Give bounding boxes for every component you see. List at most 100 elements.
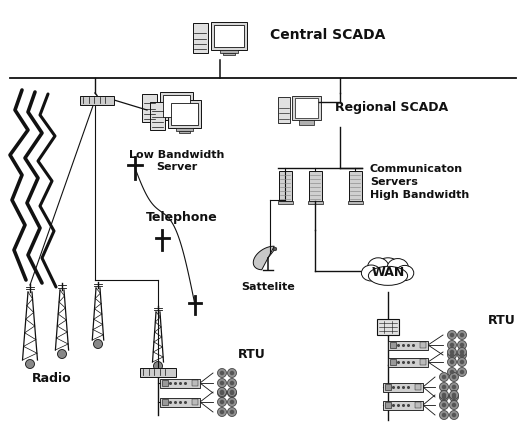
Bar — [309, 171, 321, 201]
Circle shape — [458, 341, 467, 349]
Circle shape — [220, 391, 224, 395]
Circle shape — [94, 339, 103, 349]
Bar — [176, 128, 193, 131]
Circle shape — [217, 378, 227, 388]
Bar — [142, 94, 157, 122]
Text: RTU: RTU — [488, 313, 516, 326]
Circle shape — [440, 401, 449, 410]
Text: RTU: RTU — [238, 349, 266, 362]
Bar — [170, 123, 183, 125]
Circle shape — [273, 247, 277, 251]
Bar — [163, 95, 190, 117]
Bar — [292, 96, 321, 120]
Circle shape — [440, 382, 449, 391]
Ellipse shape — [361, 265, 381, 281]
Circle shape — [450, 382, 459, 391]
Circle shape — [458, 358, 467, 366]
Circle shape — [458, 368, 467, 377]
Circle shape — [220, 371, 224, 375]
Circle shape — [452, 375, 456, 379]
Bar — [161, 380, 167, 386]
Text: Sattelite: Sattelite — [241, 282, 295, 292]
Circle shape — [228, 388, 237, 397]
Ellipse shape — [368, 266, 408, 285]
Bar — [389, 342, 396, 348]
Circle shape — [452, 385, 456, 389]
Ellipse shape — [363, 263, 413, 286]
Circle shape — [230, 381, 234, 385]
Circle shape — [448, 341, 457, 349]
Circle shape — [448, 348, 457, 356]
Circle shape — [442, 403, 446, 407]
Circle shape — [217, 368, 227, 378]
Circle shape — [452, 413, 456, 417]
Circle shape — [440, 391, 449, 400]
Circle shape — [228, 378, 237, 388]
Polygon shape — [254, 246, 274, 270]
Ellipse shape — [387, 259, 409, 277]
Circle shape — [154, 362, 163, 371]
Circle shape — [220, 381, 224, 385]
Circle shape — [230, 400, 234, 404]
Bar — [385, 402, 390, 408]
Circle shape — [450, 392, 459, 401]
Circle shape — [460, 370, 464, 374]
Circle shape — [220, 390, 224, 394]
Bar — [160, 378, 200, 388]
Ellipse shape — [396, 266, 414, 281]
Circle shape — [228, 388, 237, 398]
Bar — [161, 399, 167, 405]
Circle shape — [452, 393, 456, 397]
Circle shape — [25, 359, 35, 368]
Bar — [192, 399, 198, 405]
Circle shape — [230, 410, 234, 414]
Bar — [420, 359, 426, 365]
Circle shape — [460, 343, 464, 347]
Bar — [388, 358, 428, 366]
Circle shape — [450, 350, 454, 354]
Circle shape — [450, 360, 454, 364]
Circle shape — [217, 398, 227, 407]
Circle shape — [450, 343, 454, 347]
Circle shape — [230, 371, 234, 375]
Circle shape — [460, 333, 464, 337]
Circle shape — [460, 360, 464, 364]
Text: Low Bandwidth
Server: Low Bandwidth Server — [129, 150, 225, 171]
Circle shape — [460, 353, 464, 357]
Bar — [388, 341, 428, 349]
Circle shape — [440, 372, 449, 381]
Bar — [160, 398, 200, 407]
Bar — [383, 401, 423, 410]
Circle shape — [448, 331, 457, 339]
Circle shape — [228, 368, 237, 378]
Circle shape — [217, 408, 227, 417]
Circle shape — [460, 350, 464, 354]
Circle shape — [442, 375, 446, 379]
Bar — [192, 380, 198, 386]
Circle shape — [450, 372, 459, 381]
Bar — [299, 120, 314, 125]
Bar — [278, 171, 291, 201]
Bar — [415, 384, 421, 390]
Circle shape — [458, 331, 467, 339]
Bar — [385, 384, 390, 390]
Bar — [193, 23, 208, 53]
Circle shape — [448, 368, 457, 377]
Bar — [349, 171, 361, 201]
Bar — [168, 100, 201, 128]
Bar — [168, 120, 185, 123]
Circle shape — [217, 388, 227, 398]
Bar — [211, 22, 247, 50]
Circle shape — [450, 391, 459, 400]
Circle shape — [452, 403, 456, 407]
Bar — [415, 402, 421, 408]
Circle shape — [450, 353, 454, 357]
Circle shape — [450, 401, 459, 410]
Bar — [214, 25, 244, 47]
Circle shape — [450, 370, 454, 374]
Circle shape — [458, 348, 467, 356]
Circle shape — [448, 358, 457, 366]
Bar — [389, 359, 396, 365]
Circle shape — [450, 333, 454, 337]
Bar — [80, 95, 114, 105]
